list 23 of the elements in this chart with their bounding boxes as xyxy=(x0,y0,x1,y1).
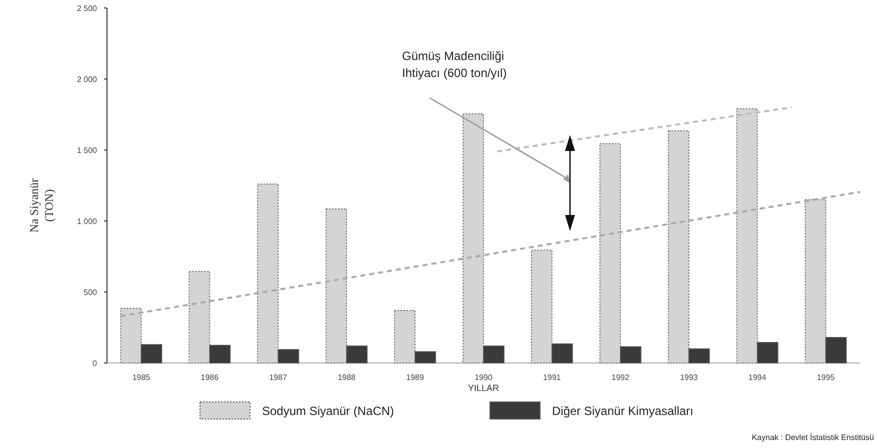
y-tick-label: 500 xyxy=(84,288,98,297)
y-tick-label: 2 500 xyxy=(76,4,98,13)
x-tick-label: 1991 xyxy=(543,373,562,382)
y-tick-label: 1 000 xyxy=(76,216,98,226)
text: Kaynak : Devlet İstatistik Enstitüsü xyxy=(752,433,874,442)
y-tick-label: 0 xyxy=(92,358,98,368)
y-tick-label: 1 500 xyxy=(76,146,98,155)
legend-label: Diğer Siyanür Kimyasalları xyxy=(552,404,694,418)
x-tick-label: 1988 xyxy=(338,373,356,382)
x-tick-label: 1992 xyxy=(612,373,630,382)
x-tick-label: 1993 xyxy=(680,373,698,382)
x-axis-title: YILLAR xyxy=(468,383,500,393)
y-axis-title: Na Siyanür (TON) xyxy=(27,178,56,233)
x-tick-label: 1985 xyxy=(132,373,151,382)
x-tick-label: 1989 xyxy=(406,373,424,382)
x-tick-label: 1990 xyxy=(474,373,493,382)
x-tick-label: 1995 xyxy=(816,373,836,382)
x-tick-label: 1994 xyxy=(748,373,767,382)
annotation: Gümüş Madenciliği Ihtiyacı (600 ton/yıl) xyxy=(402,49,507,80)
y-tick-label: 2 000 xyxy=(76,74,98,84)
x-tick-label: 1986 xyxy=(200,373,220,382)
x-tick-label: 1987 xyxy=(269,373,288,382)
legend-label: Sodyum Siyanür (NaCN) xyxy=(262,404,394,418)
